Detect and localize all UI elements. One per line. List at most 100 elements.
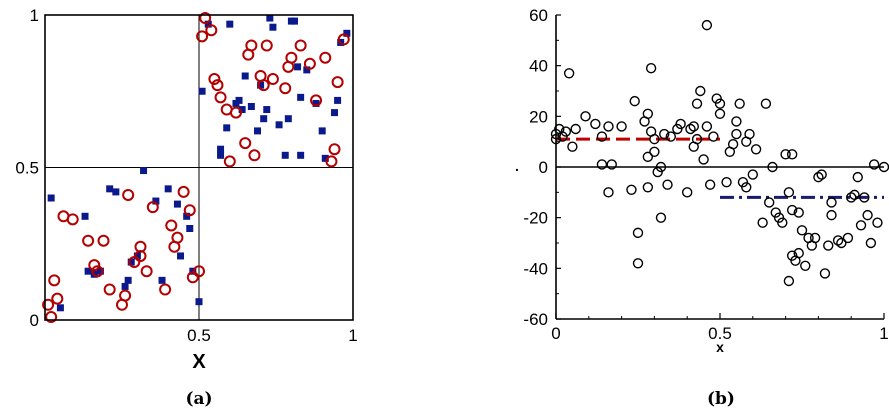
b-circle-point [744, 128, 755, 140]
b-circle-point [849, 189, 860, 201]
a-square-point [121, 282, 129, 290]
a-circle-point [257, 79, 270, 92]
b-circle-point [655, 161, 667, 173]
a-circle-point [165, 219, 178, 232]
b-circle-point [649, 146, 660, 158]
b-y-tick-label: 0 [539, 158, 548, 177]
a-circle-point [140, 265, 153, 278]
a-square-point [312, 99, 320, 107]
a-circle-point [146, 201, 159, 214]
a-square-point [297, 151, 305, 159]
a-square-point [257, 81, 265, 89]
a-circle-point [205, 24, 218, 37]
b-circle-point [563, 68, 575, 79]
b-circle-point [819, 268, 831, 279]
a-circle-point [319, 51, 332, 64]
a-square-point [96, 267, 104, 275]
b-circle-point [842, 232, 854, 244]
a-square-point [56, 304, 64, 312]
a-reference-lines [45, 15, 353, 320]
b-circle-point [590, 118, 601, 130]
b-circle-point [783, 187, 795, 198]
b-circle-point [632, 227, 644, 239]
a-square-point [183, 212, 191, 220]
b-circle-point [816, 169, 827, 180]
b-circle-point [649, 133, 660, 145]
b-circle-point [659, 128, 670, 140]
a-square-point [290, 17, 298, 25]
a-square-point [186, 225, 194, 232]
a-circle-point [91, 265, 104, 278]
a-circle-point [285, 51, 298, 64]
b-circle-point [786, 149, 798, 160]
b-circle-point [603, 187, 614, 198]
a-square-point [84, 267, 92, 275]
a-caption: (a) [185, 389, 212, 409]
a-circle-point [266, 73, 279, 86]
b-circle-point [836, 237, 847, 249]
b-caption: (b) [707, 389, 735, 409]
b-circle-point [832, 235, 844, 246]
b-y-tick-label: -60 [523, 310, 548, 329]
a-circle-point [103, 283, 116, 296]
a-circle-point [193, 265, 205, 278]
b-circle-point [865, 237, 877, 249]
b-circle-point [655, 212, 667, 223]
b-circle-point [570, 123, 581, 135]
a-square-point [254, 127, 262, 135]
a-square-point [334, 96, 342, 104]
b-circle-point [770, 207, 781, 218]
b-circle-point [737, 176, 749, 188]
b-circle-point [701, 19, 713, 31]
a-circle-point [159, 283, 172, 296]
a-square-point [124, 276, 132, 284]
a-x-tick-label: 0.5 [187, 326, 211, 345]
b-circle-point [603, 121, 614, 132]
a-square-point [303, 66, 311, 74]
b-circle-point [714, 108, 726, 120]
a-circle-point [223, 155, 236, 168]
b-circle-point [701, 121, 713, 132]
b-circle-point [665, 131, 676, 142]
a-circle-point [279, 82, 292, 95]
a-circle-point [97, 234, 110, 247]
b-circle-point [652, 166, 663, 178]
b-circle-point [691, 98, 703, 109]
a-circle-point [199, 12, 212, 25]
a-circle-point [48, 274, 61, 287]
a-square-point [226, 20, 234, 28]
b-circle-point [731, 116, 742, 127]
a-y-tick-label: 0 [30, 311, 39, 330]
a-circle-point [310, 94, 323, 107]
a-circle-point [248, 149, 261, 162]
a-circle-point [88, 259, 101, 272]
a-square-point [331, 109, 339, 117]
a-square-point [152, 197, 160, 205]
a-circle-point [325, 155, 338, 168]
a-square-point [133, 252, 141, 260]
a-square-point [266, 14, 274, 22]
b-circle-point [632, 258, 644, 269]
b-circle-point [731, 128, 742, 140]
a-square-point [281, 151, 289, 159]
b-circle-point [704, 179, 716, 190]
b-circle-point [868, 159, 880, 170]
b-circle-point [695, 85, 706, 97]
b-circle-point [714, 98, 726, 109]
b-circle-point [826, 197, 837, 208]
a-square-point [217, 145, 225, 153]
b-circle-point [760, 98, 772, 109]
b-x-axis-label: x [716, 339, 724, 355]
b-y-axis-label: . [515, 158, 519, 174]
b-points [550, 19, 889, 287]
b-circle-point [747, 169, 758, 180]
b-circle-point [642, 108, 654, 120]
b-circle-point [777, 217, 788, 228]
a-circle-point [82, 234, 95, 247]
a-square-point [247, 103, 255, 110]
b-circle-point [872, 217, 883, 228]
b-circle-point [809, 232, 821, 244]
a-circle-point [51, 292, 64, 305]
b-circle-point [708, 131, 719, 142]
b-circle-point [767, 161, 778, 173]
